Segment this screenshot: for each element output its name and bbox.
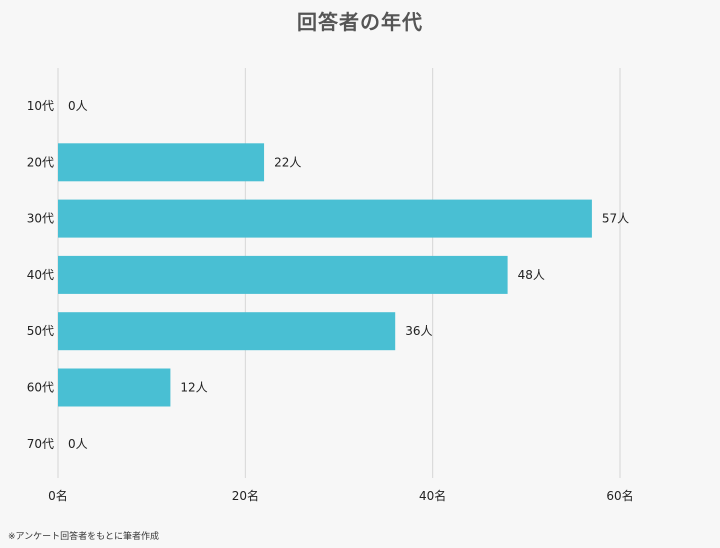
bar <box>58 312 396 351</box>
y-category-label: 40代 <box>27 268 54 282</box>
chart-title: 回答者の年代 <box>297 10 423 34</box>
data-label: 12人 <box>180 381 207 395</box>
y-category-label: 50代 <box>27 324 54 338</box>
bar <box>58 199 592 238</box>
y-category-label: 70代 <box>27 437 54 451</box>
bar <box>58 255 508 294</box>
y-axis-categories: 10代 20代 30代 40代 50代 60代 70代 <box>27 99 54 451</box>
x-tick-label: 40名 <box>419 488 446 503</box>
y-category-label: 20代 <box>27 155 54 169</box>
data-label: 48人 <box>518 268 545 282</box>
data-label: 36人 <box>405 324 432 338</box>
x-tick-label: 60名 <box>606 488 633 503</box>
x-tick-label: 0名 <box>48 488 68 503</box>
y-category-label: 10代 <box>27 99 54 113</box>
data-label: 57人 <box>602 212 629 226</box>
data-labels: 0人 22人 57人 48人 36人 12人 0人 <box>68 99 629 451</box>
data-label: 0人 <box>68 437 88 451</box>
bars <box>58 143 592 407</box>
bar <box>58 143 265 182</box>
x-axis-ticks: 0名 20名 40名 60名 <box>48 488 633 503</box>
y-category-label: 30代 <box>27 212 54 226</box>
x-tick-label: 20名 <box>232 488 259 503</box>
data-label: 0人 <box>68 99 88 113</box>
footnote: ※アンケート回答者をもとに筆者作成 <box>8 532 160 542</box>
data-label: 22人 <box>274 155 301 169</box>
bar <box>58 368 171 407</box>
y-category-label: 60代 <box>27 381 54 395</box>
